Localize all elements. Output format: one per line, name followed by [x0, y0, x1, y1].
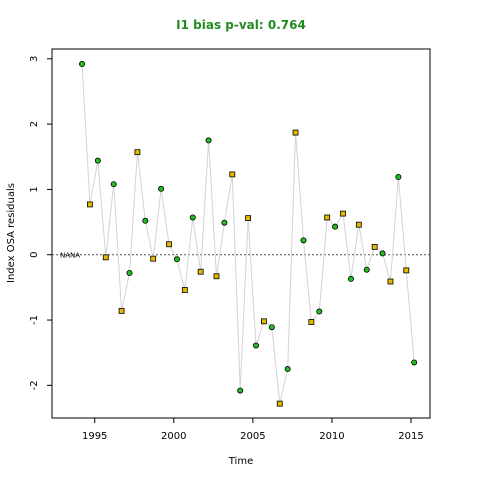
x-tick-label: 1995: [82, 431, 107, 442]
data-point-square: [245, 215, 252, 222]
data-point-square: [197, 268, 204, 275]
data-point-square: [87, 201, 93, 208]
zero-reference-label: NANA: [60, 252, 80, 260]
data-point-square: [134, 149, 141, 156]
data-point-square: [324, 214, 331, 221]
data-point-circle: [173, 256, 180, 263]
data-point-circle: [363, 266, 370, 273]
y-tick-label: 2: [29, 121, 40, 127]
data-point-circle: [316, 308, 323, 315]
data-point-square: [308, 319, 315, 325]
y-tick-label: 3: [29, 56, 40, 62]
data-point-square: [371, 243, 378, 250]
data-point-circle: [110, 181, 117, 188]
data-point-square: [150, 255, 157, 262]
data-point-circle: [268, 324, 275, 331]
data-point-circle: [79, 61, 86, 68]
data-point-square: [229, 171, 236, 178]
data-point-circle: [94, 157, 101, 164]
data-point-circle: [142, 217, 149, 224]
data-point-square: [340, 210, 346, 217]
data-point-circle: [205, 137, 212, 144]
data-point-circle: [189, 214, 196, 221]
chart-title: I1 bias p-val: 0.764: [176, 18, 306, 32]
data-point-circle: [221, 219, 228, 226]
x-tick-label: 2015: [398, 431, 423, 442]
data-point-circle: [300, 237, 307, 244]
x-axis: 1995 2000 2005 2010 2015: [82, 418, 424, 442]
data-point-square: [166, 241, 172, 248]
data-point-square: [181, 287, 188, 293]
data-markers: [79, 61, 418, 407]
x-tick-label: 2005: [240, 431, 265, 442]
x-axis-label: Time: [228, 456, 253, 467]
data-point-circle: [253, 342, 260, 349]
data-point-circle: [379, 250, 386, 257]
data-point-square: [387, 278, 394, 285]
data-point-square: [355, 221, 362, 228]
data-point-square: [102, 254, 109, 261]
data-point-square: [276, 400, 283, 407]
x-tick-label: 2000: [161, 431, 186, 442]
y-tick-label: -1: [29, 315, 40, 325]
data-point-square: [118, 307, 125, 314]
data-point-circle: [237, 387, 244, 394]
x-tick-label: 2010: [319, 431, 344, 442]
data-point-square: [403, 267, 410, 274]
data-point-circle: [158, 185, 165, 192]
series-connecting-line: [81, 63, 415, 404]
data-point-circle: [332, 223, 339, 230]
y-tick-label: 0: [29, 252, 40, 258]
y-tick-label: 1: [29, 186, 40, 192]
plot-frame: [51, 48, 431, 419]
data-point-square: [292, 129, 299, 136]
data-point-square: [213, 273, 220, 280]
data-point-circle: [395, 174, 402, 181]
data-point-circle: [411, 359, 418, 366]
data-point-circle: [347, 275, 354, 282]
data-point-circle: [284, 366, 291, 373]
data-point-square: [261, 318, 267, 325]
y-axis: -2 -1 0 1 2 3: [29, 56, 52, 390]
y-tick-label: -2: [29, 380, 40, 390]
data-point-circle: [126, 270, 133, 277]
y-axis-label: Index OSA residuals: [6, 183, 17, 283]
